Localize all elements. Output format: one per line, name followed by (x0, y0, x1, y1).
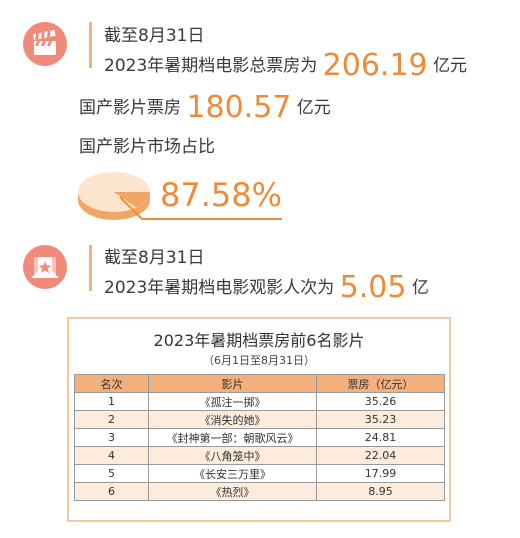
table-header-row: 名次 影片 票房（亿元） (74, 374, 445, 393)
attendance-value: 5.05 (339, 270, 407, 305)
domestic-box-office-value: 180.57 (186, 90, 292, 125)
film-cell: 《长安三万里》 (148, 464, 317, 483)
star-stage-icon (32, 257, 58, 278)
rank-cell: 6 (74, 482, 149, 501)
domestic-box-office: 国产影片票房 180.57 亿元 (79, 86, 331, 125)
table-row: 3 《封神第一部：朝歌风云》 24.81 (74, 428, 445, 447)
block1-summary: 2023年暑期档电影总票房为 206.19 亿元 (104, 44, 468, 83)
rank-cell: 3 (74, 428, 149, 447)
table-row: 6 《热烈》 8.95 (74, 482, 445, 501)
box-office-cell: 35.26 (316, 392, 445, 411)
market-share-label: 国产影片市场占比 (79, 137, 215, 157)
block1-summary-text: 2023年暑期档电影总票房为 (104, 56, 318, 76)
top6-table: 名次 影片 票房（亿元） 1 《孤注一掷》 35.26 2 《消失的她》 35.… (74, 374, 445, 501)
box-office-cell: 17.99 (316, 464, 445, 483)
box-office-cell: 24.81 (316, 428, 445, 447)
box-office-cell: 35.23 (316, 410, 445, 429)
accent-bar-2 (89, 245, 92, 291)
box-office-cell: 22.04 (316, 446, 445, 465)
table-row: 2 《消失的她》 35.23 (74, 410, 445, 429)
block4-date: 截至8月31日 (104, 248, 205, 268)
accent-bar (89, 22, 92, 68)
header-box-office: 票房（亿元） (316, 374, 445, 393)
table-title: 2023年暑期档票房前6名影片 (153, 331, 365, 350)
rank-cell: 2 (74, 410, 149, 429)
block1-date: 截至8月31日 (104, 26, 205, 46)
box-office-cell: 8.95 (316, 482, 445, 501)
film-cell: 《孤注一掷》 (148, 392, 317, 411)
header-film: 影片 (148, 374, 317, 393)
table-row: 5 《长安三万里》 17.99 (74, 464, 445, 483)
attendance-unit: 亿 (411, 278, 429, 298)
table-subtitle: （6月1日至8月31日） (203, 354, 315, 367)
film-cell: 《热烈》 (148, 482, 317, 501)
table-row: 1 《孤注一掷》 35.26 (74, 392, 445, 411)
table-row: 4 《八角笼中》 22.04 (74, 446, 445, 465)
domestic-box-office-label: 国产影片票房 (79, 98, 181, 118)
total-box-office-value: 206.19 (322, 48, 428, 83)
star-stage-icon-badge (23, 245, 67, 289)
film-cell: 《封神第一部：朝歌风云》 (148, 428, 317, 447)
film-cell: 《消失的她》 (148, 410, 317, 429)
total-box-office-unit: 亿元 (433, 56, 468, 76)
rank-cell: 1 (74, 392, 149, 411)
clapperboard-icon-badge (23, 22, 67, 66)
film-cell: 《八角笼中》 (148, 446, 317, 465)
clapperboard-icon (32, 29, 56, 55)
rank-cell: 5 (74, 464, 149, 483)
rank-cell: 4 (74, 446, 149, 465)
block4-summary: 2023年暑期档电影观影人次为 5.05 亿 (104, 266, 429, 305)
top6-table-card: 2023年暑期档票房前6名影片 （6月1日至8月31日） 名次 影片 票房（亿元… (67, 317, 451, 522)
market-share-value: 87.58% (160, 176, 283, 214)
block4-summary-text: 2023年暑期档电影观影人次为 (104, 278, 335, 298)
domestic-box-office-unit: 亿元 (296, 98, 331, 118)
callout-line (119, 196, 282, 220)
header-rank: 名次 (74, 374, 149, 393)
